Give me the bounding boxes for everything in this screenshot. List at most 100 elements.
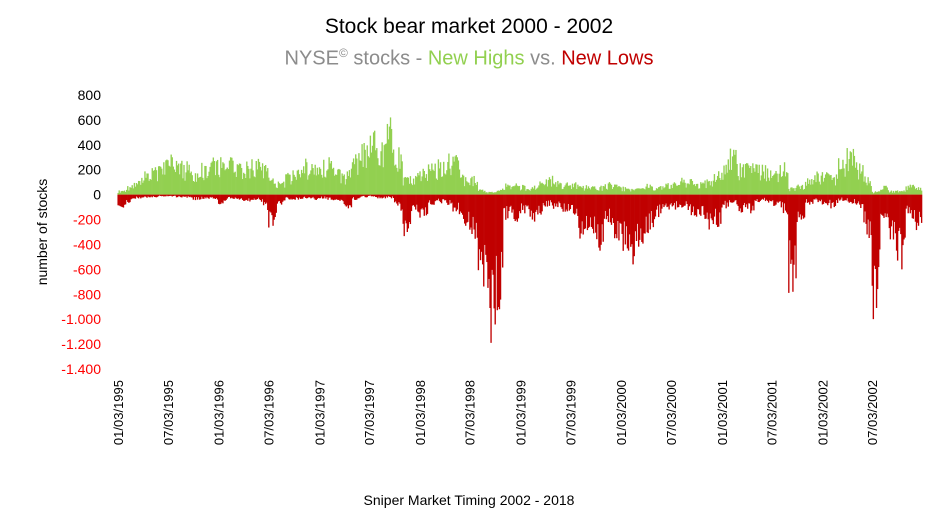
new-lows-bar [447,194,449,205]
new-highs-bar [368,157,371,195]
new-highs-bar [518,185,521,195]
new-lows-bar [231,194,233,198]
x-tick-label: 01/03/1996 [212,380,227,445]
chart-title-block: Stock bear market 2000 - 2002 NYSE© stoc… [0,14,938,72]
y-tick-label: -1.200 [61,336,101,352]
new-lows-bar [400,194,402,211]
new-highs-bar [261,163,264,195]
new-highs-bar [511,186,513,195]
new-lows-bar [175,194,178,198]
new-lows-bar [637,194,640,247]
new-lows-bar [514,194,516,222]
new-highs-bar [441,176,444,195]
new-highs-bar [879,191,881,195]
new-highs-bar [494,192,496,195]
new-highs-bar [607,183,610,195]
new-lows-bar [738,194,740,212]
new-lows-bar [655,194,658,210]
new-highs-bar [609,183,612,195]
new-lows-bar [763,194,766,198]
new-lows-bar [567,194,569,204]
new-highs-bar [632,189,634,195]
new-highs-bar [864,176,866,195]
new-highs-bar [721,172,723,195]
new-highs-bar [577,184,579,195]
new-highs-bar [415,175,417,195]
new-highs-bar [421,176,423,195]
new-highs-bar [793,188,795,195]
new-highs-bar [276,188,279,195]
new-lows-bar [624,194,627,245]
new-highs-bar [175,160,178,195]
new-highs-bar [723,165,725,195]
new-lows-bar [578,194,580,228]
new-highs-bar [895,190,898,195]
new-lows-bar [918,194,921,212]
new-lows-bar [759,194,761,201]
new-lows-bar [385,194,388,197]
new-lows-bar [627,194,630,251]
new-highs-bar [524,185,526,195]
new-lows-bar [469,194,471,230]
new-highs-bar [799,188,801,195]
new-lows-bar [651,194,653,223]
new-highs-bar [263,165,266,195]
new-lows-bar [787,194,789,215]
new-highs-bar [771,177,773,195]
new-highs-bar [839,169,841,195]
new-lows-bar [260,194,263,202]
new-highs-bar [561,189,563,195]
new-highs-bar [704,180,706,195]
new-lows-bar [805,194,808,200]
new-lows-bar [339,194,341,201]
new-highs-bar [239,163,242,195]
new-lows-bar [533,194,536,222]
new-lows-bar [276,194,279,204]
new-highs-bar [284,187,286,195]
new-lows-bar [528,194,530,210]
new-highs-bar [678,184,680,195]
new-highs-bar [617,187,619,195]
new-lows-bar [277,194,280,202]
new-highs-bar [192,181,195,195]
new-highs-bar [692,184,695,195]
new-lows-bar [520,194,523,204]
new-lows-bar [604,194,606,211]
new-lows-bar [684,194,686,206]
new-lows-bar [289,194,291,200]
new-highs-bar [818,181,820,195]
new-lows-bar [261,194,264,200]
new-highs-bar [804,181,807,195]
new-lows-bar [404,194,406,221]
new-lows-bar [807,194,809,203]
new-lows-bar [601,194,603,225]
new-lows-bar [866,194,868,235]
new-highs-bar [123,190,126,195]
new-highs-bar [604,184,606,195]
new-lows-bar [308,194,310,197]
new-lows-bar [350,194,353,208]
new-lows-bar [892,194,895,240]
new-lows-bar [733,194,735,203]
y-tick-label: -800 [73,286,101,302]
new-highs-bar [598,190,600,195]
new-highs-bar [602,186,604,195]
new-lows-bar [610,194,613,225]
new-lows-bar [415,194,417,210]
new-lows-bar [582,194,584,235]
new-lows-bar [773,194,775,206]
new-highs-bar [557,180,559,195]
new-highs-bar [739,163,741,195]
new-highs-bar [207,176,209,195]
new-lows-bar [488,194,490,279]
new-highs-bar [283,181,285,195]
new-lows-bar [840,194,842,200]
new-highs-bar [710,181,712,195]
new-highs-bar [885,185,887,195]
new-highs-bar [589,189,592,195]
new-lows-bar [753,194,755,211]
new-lows-bar [670,194,672,204]
new-lows-bar [519,194,522,214]
new-lows-bar [573,194,576,215]
new-lows-bar [557,194,559,208]
